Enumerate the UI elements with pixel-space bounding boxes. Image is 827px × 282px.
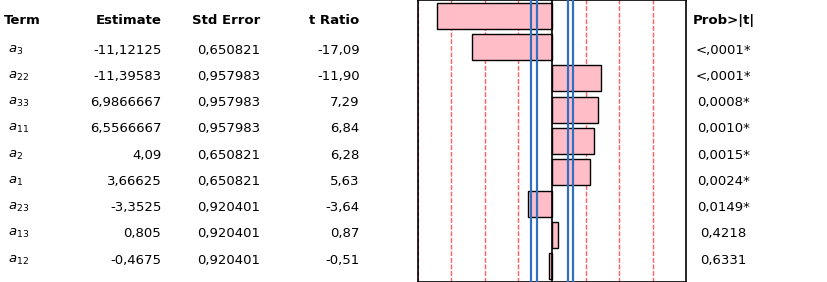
Text: 0,0015*: 0,0015* (697, 149, 750, 162)
Text: 6,28: 6,28 (330, 149, 360, 162)
Text: -3,64: -3,64 (326, 201, 360, 214)
Text: $a_{22}$: $a_{22}$ (8, 70, 29, 83)
Text: $a_{33}$: $a_{33}$ (8, 96, 30, 109)
Text: Estimate: Estimate (95, 14, 161, 27)
Text: -11,39583: -11,39583 (93, 70, 161, 83)
Text: -3,3525: -3,3525 (110, 201, 161, 214)
Text: -0,51: -0,51 (326, 254, 360, 266)
Text: 0,650821: 0,650821 (198, 149, 261, 162)
Text: $a_3$: $a_3$ (8, 44, 23, 57)
Text: 3,66625: 3,66625 (107, 175, 161, 188)
Text: -11,90: -11,90 (317, 70, 360, 83)
Text: 0,87: 0,87 (330, 227, 360, 240)
Text: 0,920401: 0,920401 (198, 254, 261, 266)
Text: $a_2$: $a_2$ (8, 149, 23, 162)
Text: $a_{23}$: $a_{23}$ (8, 201, 30, 214)
Text: 7,29: 7,29 (330, 96, 360, 109)
Bar (552, 65, 601, 91)
Text: 0,6331: 0,6331 (700, 254, 747, 266)
Text: 0,0024*: 0,0024* (697, 175, 750, 188)
Text: 6,5566667: 6,5566667 (90, 122, 161, 135)
Bar (552, 222, 558, 248)
Text: 0,805: 0,805 (123, 227, 161, 240)
Text: 0,0010*: 0,0010* (697, 122, 750, 135)
Text: 6,9866667: 6,9866667 (90, 96, 161, 109)
Text: <,0001*: <,0001* (696, 70, 752, 83)
Text: -0,4675: -0,4675 (110, 254, 161, 266)
Text: -11,12125: -11,12125 (93, 44, 161, 57)
Text: $a_{11}$: $a_{11}$ (8, 122, 29, 135)
Bar (552, 128, 595, 154)
Text: 6,84: 6,84 (331, 122, 360, 135)
Text: -17,09: -17,09 (317, 44, 360, 57)
Text: 0,957983: 0,957983 (198, 122, 261, 135)
Text: $a_{13}$: $a_{13}$ (8, 227, 30, 240)
Bar (528, 191, 552, 217)
Text: <,0001*: <,0001* (696, 44, 752, 57)
Text: 0,4218: 0,4218 (700, 227, 747, 240)
Text: 0,0149*: 0,0149* (697, 201, 750, 214)
Bar (552, 97, 598, 122)
Text: 0,957983: 0,957983 (198, 70, 261, 83)
Bar (437, 3, 552, 28)
Text: 0,920401: 0,920401 (198, 227, 261, 240)
Text: 0,650821: 0,650821 (198, 175, 261, 188)
Bar (552, 160, 590, 185)
Text: Std Error: Std Error (192, 14, 261, 27)
Text: Term: Term (4, 14, 41, 27)
Text: $a_{12}$: $a_{12}$ (8, 254, 29, 266)
Text: 5,63: 5,63 (330, 175, 360, 188)
Text: Prob>|t|: Prob>|t| (692, 14, 755, 27)
Text: 0,0008*: 0,0008* (697, 96, 750, 109)
Text: 4,09: 4,09 (132, 149, 161, 162)
Bar (472, 34, 552, 60)
Text: 0,920401: 0,920401 (198, 201, 261, 214)
Text: 0,957983: 0,957983 (198, 96, 261, 109)
Text: 0,650821: 0,650821 (198, 44, 261, 57)
Bar (548, 254, 552, 279)
Text: $a_1$: $a_1$ (8, 175, 23, 188)
Text: t Ratio: t Ratio (309, 14, 360, 27)
